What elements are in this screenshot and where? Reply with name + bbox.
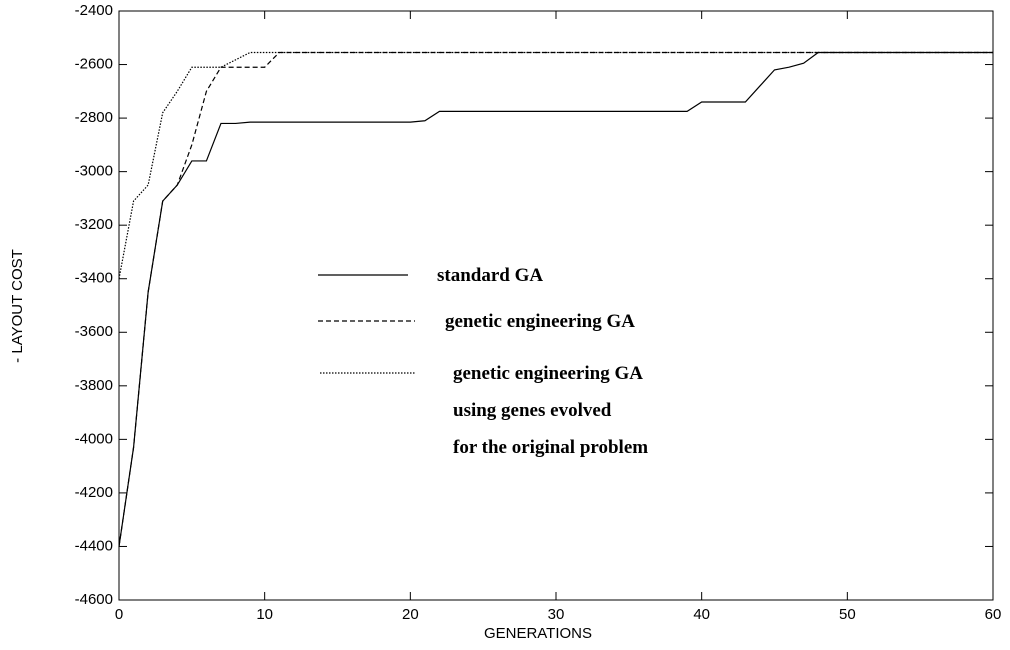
y-tick-label: -3000 [75, 163, 113, 180]
x-tick-label: 50 [839, 606, 856, 623]
x-tick-label: 20 [402, 606, 419, 623]
y-tick-label: -4400 [75, 537, 113, 554]
x-tick-label: 60 [985, 606, 1002, 623]
y-tick-label: -3400 [75, 270, 113, 287]
y-tick-label: -4600 [75, 591, 113, 608]
y-tick-label: -3600 [75, 323, 113, 340]
y-tick-label: -2400 [75, 2, 113, 19]
y-tick-label: -3800 [75, 377, 113, 394]
legend-label: standard GA [437, 264, 544, 286]
legend-label: genetic engineering GA [445, 310, 635, 332]
x-tick-label: 0 [115, 606, 123, 623]
y-tick-label: -4200 [75, 484, 113, 501]
series-line [118, 51, 993, 547]
x-tick-label: 30 [548, 606, 565, 623]
y-axis-label: - LAYOUT COST [9, 249, 26, 363]
y-tick-label: -3200 [75, 216, 113, 233]
y-tick-label: -2600 [75, 56, 113, 73]
y-tick-label: -2800 [75, 109, 113, 126]
x-axis-label: GENERATIONS [484, 625, 592, 642]
x-tick-label: 10 [256, 606, 273, 623]
y-tick-label: -4000 [75, 430, 113, 447]
x-tick-label: 40 [693, 606, 710, 623]
series-line [118, 51, 993, 547]
legend-label: genetic engineering GA using genes evolv… [453, 362, 649, 458]
series-line [118, 51, 993, 279]
